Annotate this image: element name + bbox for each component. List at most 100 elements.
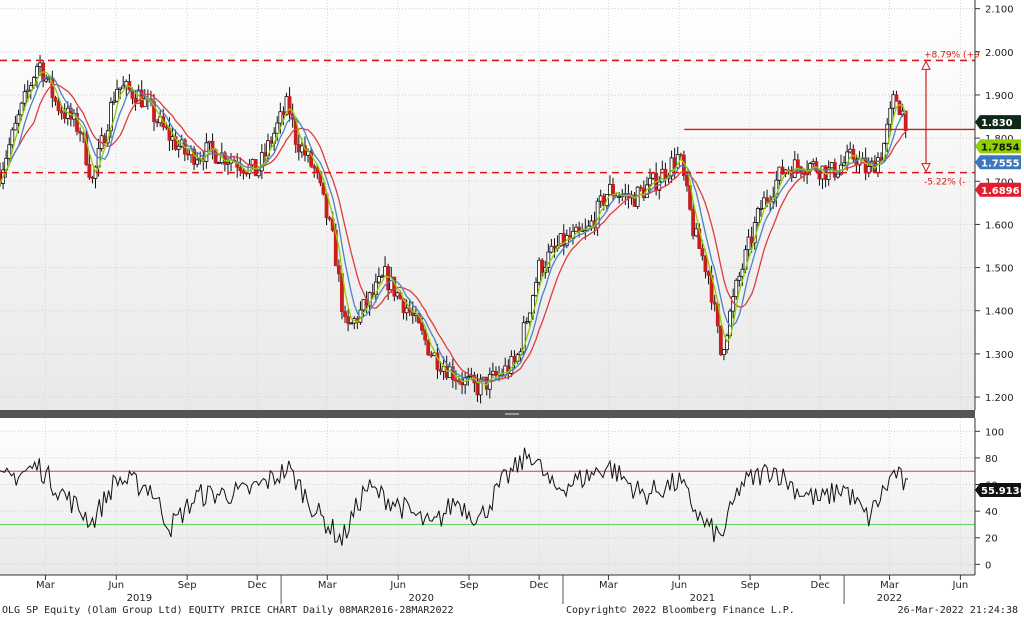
candle-body (186, 153, 190, 156)
ma-slow-badge-label: 1.6896 (981, 186, 1020, 197)
candle-body (534, 281, 538, 296)
range-arrow-down-head (921, 163, 931, 173)
candle-body (848, 148, 853, 153)
candle-body (216, 162, 221, 164)
chart-footer: OLG SP Equity (Olam Group Ltd) EQUITY PR… (0, 604, 1024, 619)
panel-divider[interactable] (0, 410, 975, 418)
candle-body (598, 195, 603, 202)
candle-body (746, 236, 751, 251)
candle-body (315, 167, 320, 173)
candle-body (287, 96, 292, 115)
x-year-label: 2021 (690, 593, 715, 604)
divider-grip (505, 413, 519, 415)
candle-body (466, 376, 471, 379)
rsi-line (0, 447, 909, 546)
candle-body (299, 145, 304, 153)
candle-body (105, 130, 110, 144)
candle-body (759, 208, 763, 210)
candle-body (611, 183, 615, 197)
candle-body (176, 145, 181, 150)
rsi-tick-label: 0 (985, 560, 991, 571)
candle-body (509, 356, 514, 374)
candle-body (395, 292, 400, 297)
candle-body (336, 265, 341, 275)
x-year-label: 2022 (877, 593, 902, 604)
x-month-label: Sep (460, 580, 479, 591)
candle-body (112, 100, 116, 103)
last-price-badge: 1.830 (975, 115, 1021, 130)
candle-body (170, 136, 175, 141)
candle-body (638, 186, 643, 190)
candle-body (524, 321, 529, 324)
candle-body (657, 181, 662, 191)
rsi-last-badge-label: 55.9136 (981, 486, 1024, 497)
x-month-label: Sep (741, 580, 760, 591)
candle-body (454, 379, 458, 382)
candle-body (16, 114, 21, 124)
candle-body (694, 228, 699, 237)
candle-body (617, 196, 622, 199)
x-month-label: Jun (107, 580, 124, 591)
ma-fast-badge-shape (975, 139, 1021, 154)
candle-body (124, 81, 129, 87)
candle-body (349, 322, 354, 325)
candle-body (370, 292, 375, 296)
candle-body (700, 248, 705, 257)
candle-body (59, 110, 64, 114)
candle-body (13, 122, 18, 131)
candle-body (142, 98, 147, 108)
candle-body (343, 311, 347, 318)
x-month-label: Dec (248, 580, 267, 591)
candle-body (546, 251, 551, 268)
candle-body (765, 197, 769, 202)
candle-body (380, 275, 384, 278)
candle-body (494, 370, 498, 377)
candle-body (457, 380, 461, 383)
x-month-label: Mar (36, 580, 56, 591)
candle-body (537, 259, 541, 283)
candle-body (238, 166, 243, 172)
price-tick-label: 1.400 (985, 307, 1014, 318)
x-month-label: Jun (389, 580, 406, 591)
candle-body (447, 366, 452, 379)
candle-body (438, 369, 443, 372)
candle-body (577, 226, 582, 232)
candle-body (210, 140, 215, 151)
candle-body (552, 245, 557, 249)
candle-body (891, 94, 896, 109)
candle-body (22, 91, 27, 104)
candle-body (423, 329, 428, 341)
candle-body (512, 356, 517, 362)
candle-body (278, 111, 283, 124)
ma-mid-line (0, 75, 907, 383)
candle-body (38, 62, 42, 67)
candle-body (795, 159, 800, 168)
candle-body (28, 85, 33, 91)
candle-body (648, 177, 652, 186)
candle-body (755, 208, 760, 223)
candle-body (78, 131, 82, 134)
ma-slow-badge: 1.6896 (975, 182, 1021, 197)
candle-body (327, 217, 332, 220)
candle-body (386, 266, 391, 291)
candle-body (127, 81, 132, 91)
candle-body (102, 135, 107, 144)
candle-body (734, 279, 739, 298)
level-label: +8.79% (+9 (924, 50, 980, 60)
x-month-label: Mar (599, 580, 619, 591)
rsi-tick-label: 40 (985, 507, 998, 518)
candle-body (90, 177, 95, 179)
candle-body (269, 140, 273, 144)
candle-body (888, 107, 893, 125)
candle-body (155, 121, 160, 124)
candle-body (712, 301, 717, 305)
range-arrow-up-head (921, 60, 931, 70)
candle-body (152, 101, 156, 122)
candle-body (663, 168, 668, 180)
candle-body (226, 162, 230, 165)
x-year-label: 2020 (409, 593, 434, 604)
candle-body (722, 349, 726, 356)
price-panel-background (0, 0, 975, 410)
candle-body (321, 182, 326, 195)
rsi-last-badge-shape (975, 482, 1021, 497)
